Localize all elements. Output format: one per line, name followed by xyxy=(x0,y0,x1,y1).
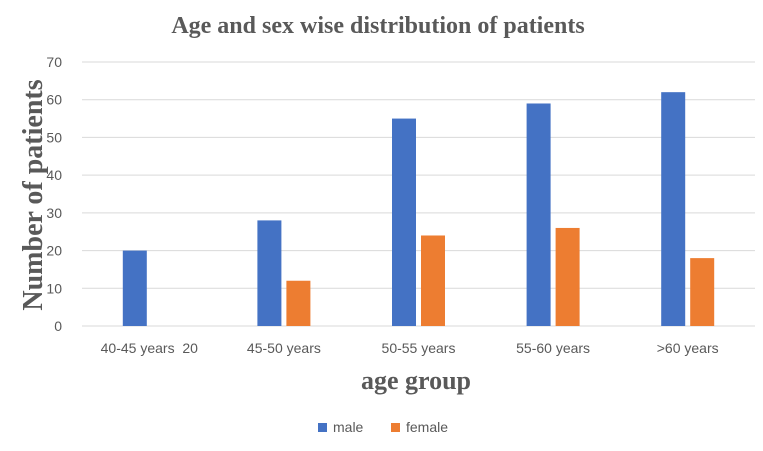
legend: male female xyxy=(318,419,448,435)
y-tick-label: 30 xyxy=(46,205,62,221)
gridlines xyxy=(82,61,755,327)
bar-female xyxy=(286,280,311,326)
y-tick-label: 60 xyxy=(46,92,62,108)
y-tick-label: 50 xyxy=(46,129,62,145)
x-tick-label: 50-55 years xyxy=(382,340,456,356)
bar-female xyxy=(421,235,445,326)
x-tick-label: 40-45 years 20 xyxy=(101,340,198,356)
y-tick-label: 40 xyxy=(46,167,62,183)
y-axis-ticks: 0 10 20 30 40 50 60 70 xyxy=(46,54,62,334)
x-tick-label: 55-60 years xyxy=(516,340,590,356)
legend-swatch-female xyxy=(391,423,400,432)
y-tick-label: 0 xyxy=(54,318,62,334)
legend-swatch-male xyxy=(318,423,327,432)
x-axis-ticks: 40-45 years 20 45-50 years 50-55 years 55-6… xyxy=(101,340,719,356)
x-tick-label: >60 years xyxy=(657,340,719,356)
bars xyxy=(122,92,715,327)
legend-label-male: male xyxy=(333,419,364,435)
bar-male xyxy=(122,250,147,326)
y-axis-label: Number of patients xyxy=(18,79,49,310)
legend-label-female: female xyxy=(406,419,448,435)
bar-male xyxy=(392,118,416,326)
bar-female xyxy=(555,227,580,326)
chart-title: Age and sex wise distribution of patient… xyxy=(171,13,584,39)
y-tick-label: 20 xyxy=(46,243,62,259)
y-tick-label: 10 xyxy=(46,280,62,296)
x-axis-label: age group xyxy=(361,366,471,395)
x-tick-label: 45-50 years xyxy=(247,340,321,356)
bar-male xyxy=(526,103,551,326)
bar-male xyxy=(661,92,686,327)
bar-male xyxy=(257,220,282,326)
y-tick-label: 70 xyxy=(46,54,62,70)
bar-female xyxy=(690,258,715,326)
